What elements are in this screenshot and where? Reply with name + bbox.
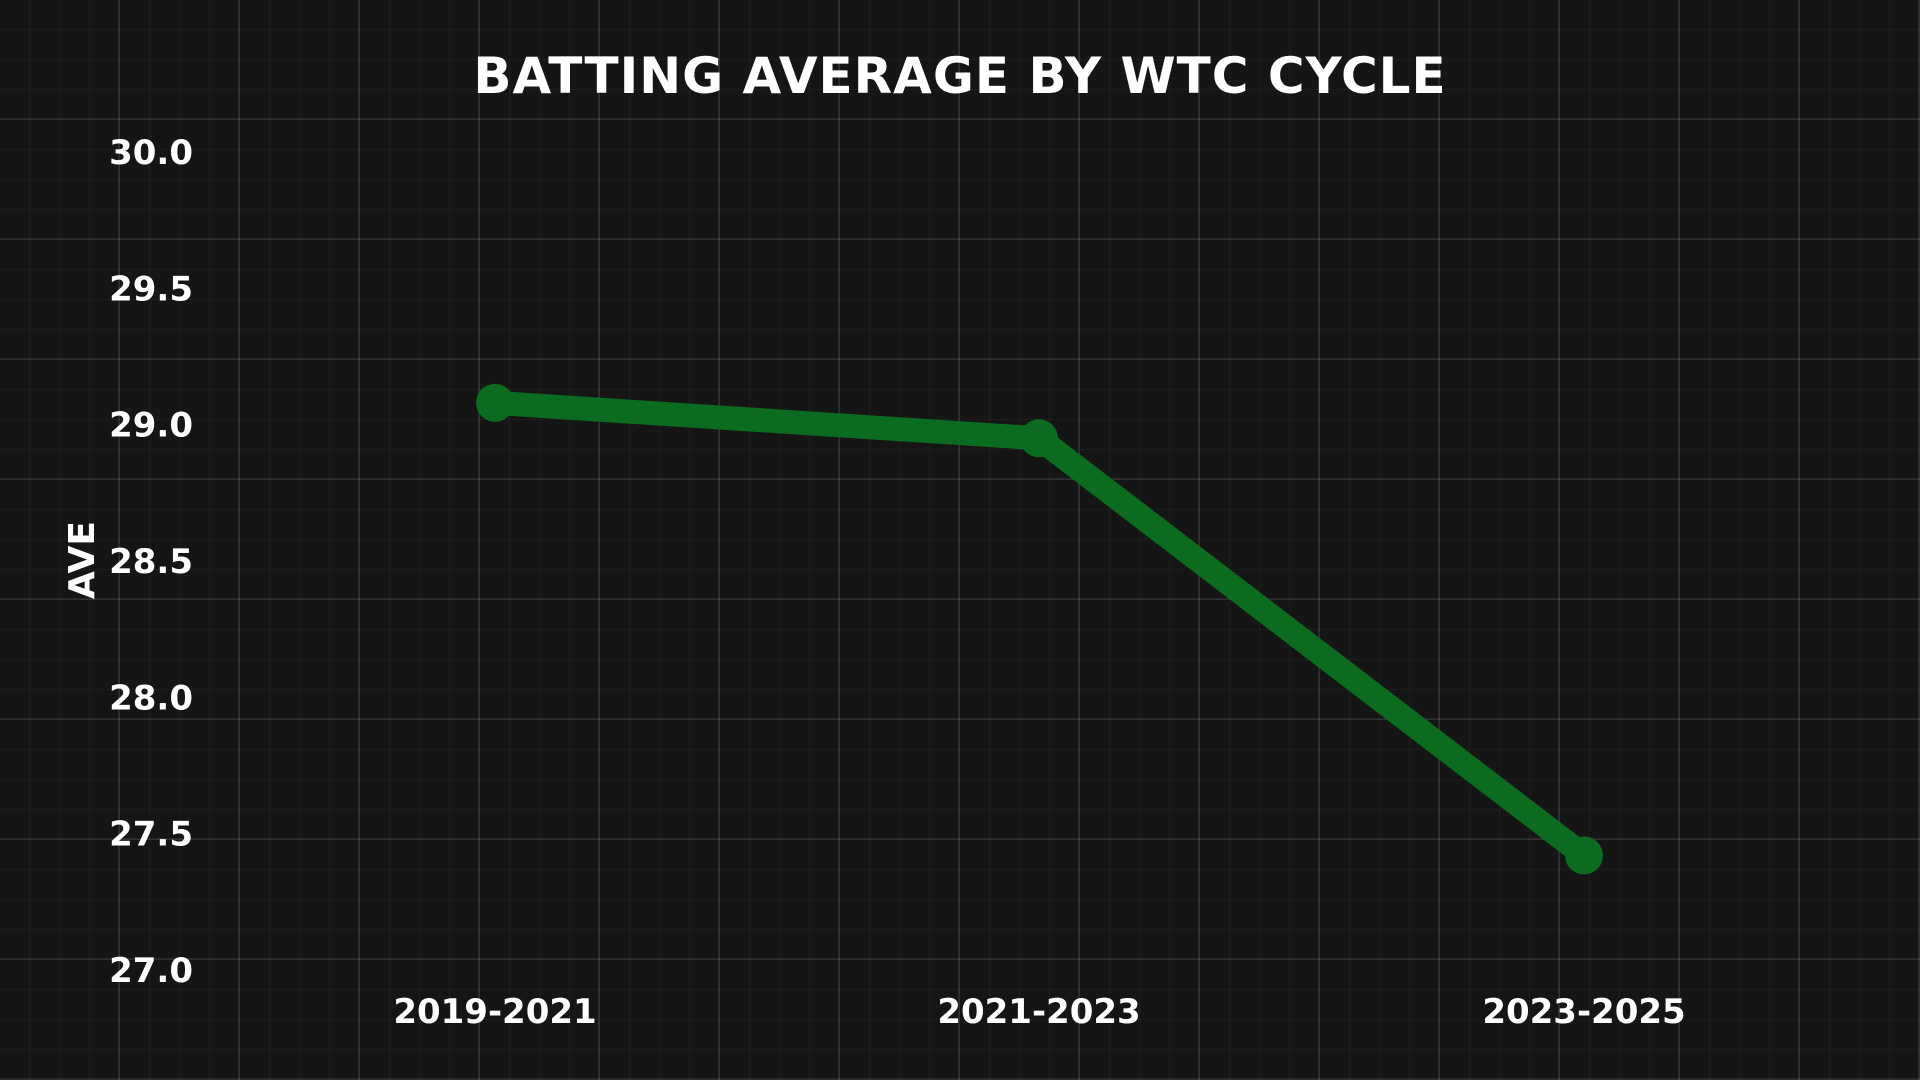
y-tick-label: 29.5 [109,269,193,309]
x-tick-label: 2023-2025 [1482,992,1685,1032]
y-tick-label: 29.0 [109,406,193,446]
y-axis-label: AVE [62,521,103,599]
data-point-marker [1565,836,1603,875]
x-axis-ticks: 2019-2021 2021-2023 2023-2025 [393,992,1685,1032]
y-tick-label: 28.5 [109,542,193,582]
series-line [483,390,1596,868]
x-tick-label: 2019-2021 [393,992,596,1032]
data-point-marker [1020,419,1058,458]
series-layer [476,383,1603,875]
y-axis-ticks: 27.0 27.5 28.0 28.5 29.0 29.5 30.0 [109,133,193,991]
y-tick-label: 27.5 [109,815,193,855]
y-tick-label: 28.0 [109,678,193,718]
y-tick-label: 27.0 [109,951,193,991]
chart-title: BATTING AVERAGE BY WTC CYCLE [473,47,1446,105]
x-tick-label: 2021-2023 [937,992,1140,1032]
data-point-marker [476,383,514,422]
y-tick-label: 30.0 [109,133,193,173]
